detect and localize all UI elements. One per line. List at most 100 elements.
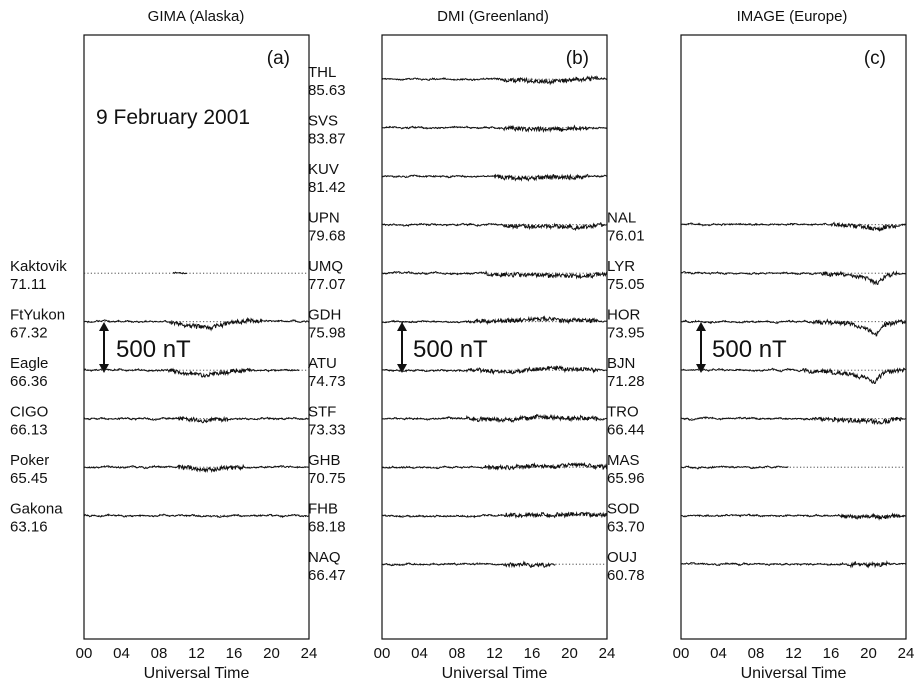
- panel-b-xtick: 20: [561, 645, 578, 662]
- panel-b-xtick: 04: [411, 645, 428, 662]
- station-latitude: 67.32: [10, 325, 48, 342]
- station-latitude: 66.36: [10, 373, 48, 390]
- panel-c-label: (c): [864, 48, 886, 69]
- station-latitude: 85.63: [308, 82, 346, 99]
- panel-b-xtick: 12: [486, 645, 503, 662]
- panel-c-xlabel: Universal Time: [741, 665, 847, 682]
- panel-a-label: (a): [267, 48, 290, 69]
- panel-a-xlabel: Universal Time: [144, 665, 250, 682]
- station-name: HOR: [607, 307, 641, 324]
- panel-b-label: (b): [566, 48, 589, 69]
- station-name: FtYukon: [10, 307, 65, 324]
- trace-naq: [381, 560, 556, 569]
- trace-svs: [382, 124, 608, 134]
- panel-c-xtick: 00: [673, 645, 690, 662]
- station-name: MAS: [607, 452, 640, 469]
- scale-bar-c-bottom-arrow: [696, 364, 706, 373]
- panel-b-scale-bar: 500 nT: [397, 322, 488, 373]
- panel-c-xtick: 16: [823, 645, 840, 662]
- trace-ouj: [680, 559, 907, 569]
- scale-bar-b-label: 500 nT: [413, 336, 488, 363]
- panel-a-xtick: 24: [301, 645, 318, 662]
- station-latitude: 83.87: [308, 131, 346, 148]
- panel-a-scale-bar: 500 nT: [99, 322, 191, 373]
- station-name: TRO: [607, 404, 639, 421]
- station-name: SOD: [607, 501, 640, 518]
- station-latitude: 79.68: [308, 228, 346, 245]
- scale-bar-c-top-arrow: [696, 322, 706, 331]
- panel-b-xlabel: Universal Time: [442, 665, 548, 682]
- trace-ghb: [381, 461, 608, 471]
- panel-a-traces: Kaktovik71.11FtYukon67.32Eagle66.36CIGO6…: [10, 258, 310, 536]
- station-latitude: 74.73: [308, 373, 346, 390]
- station-name: Gakona: [10, 501, 63, 518]
- panel-c-xtick: 12: [785, 645, 802, 662]
- scale-bar-a-top-arrow: [99, 322, 109, 331]
- trace-upn: [381, 221, 608, 232]
- trace-poker: [83, 463, 310, 473]
- trace-nal: [680, 221, 906, 232]
- trace-atu: [381, 365, 608, 376]
- panel-b-title: DMI (Greenland): [437, 8, 549, 25]
- station-latitude: 66.13: [10, 422, 48, 439]
- trace-stf: [382, 413, 608, 424]
- station-name: SVS: [308, 113, 338, 130]
- panel-a-xtick: 00: [76, 645, 93, 662]
- trace-cigo: [83, 415, 310, 424]
- station-latitude: 76.01: [607, 228, 645, 245]
- scale-bar-b-bottom-arrow: [397, 364, 407, 373]
- station-name: CIGO: [10, 404, 48, 421]
- panel-a-xtick: 12: [188, 645, 205, 662]
- station-name: FHB: [308, 501, 338, 518]
- panel-c-xtick: 20: [860, 645, 877, 662]
- panel-a-xtick: 20: [263, 645, 280, 662]
- trace-sod: [680, 512, 907, 521]
- station-latitude: 65.96: [607, 470, 645, 487]
- station-name: STF: [308, 404, 336, 421]
- trace-tro: [680, 416, 907, 426]
- panel-a-frame: [83, 34, 310, 640]
- station-name: OUJ: [607, 549, 637, 566]
- trace-kuv: [381, 173, 608, 182]
- scale-bar-a-label: 500 nT: [116, 336, 191, 363]
- panel-c-xtick: 24: [898, 645, 915, 662]
- trace-gdh: [381, 315, 608, 326]
- panel-a-xtick: 08: [151, 645, 168, 662]
- panel-a-xtick: 16: [226, 645, 243, 662]
- scale-bar-a-bottom-arrow: [99, 364, 109, 373]
- trace-eagle: [83, 367, 300, 378]
- panel-c-frame: [680, 34, 907, 640]
- panel-b-frame: [381, 34, 608, 640]
- station-name: GDH: [308, 307, 341, 324]
- station-latitude: 63.70: [607, 519, 645, 536]
- station-name: KUV: [308, 161, 339, 178]
- station-latitude: 71.28: [607, 373, 645, 390]
- trace-kaktovik: [172, 271, 188, 275]
- station-name: THL: [308, 64, 336, 81]
- station-name: GHB: [308, 452, 341, 469]
- station-name: Poker: [10, 452, 49, 469]
- station-name: UPN: [308, 210, 340, 227]
- station-latitude: 73.33: [308, 422, 346, 439]
- station-latitude: 70.75: [308, 470, 346, 487]
- panel-b-x-axis: 00 04 08 12 16 20 24 Universal Time: [374, 645, 616, 682]
- panel-c-x-axis: 00 04 08 12 16 20 24 Universal Time: [673, 645, 915, 682]
- station-latitude: 71.11: [10, 276, 46, 293]
- scale-bar-c-label: 500 nT: [712, 336, 787, 363]
- station-latitude: 77.07: [308, 276, 346, 293]
- panel-a-xtick: 04: [113, 645, 130, 662]
- trace-fhb: [381, 510, 608, 519]
- station-name: UMQ: [308, 258, 343, 275]
- trace-mas: [680, 465, 789, 470]
- station-name: BJN: [607, 355, 635, 372]
- panel-c-scale-bar: 500 nT: [696, 322, 787, 373]
- station-name: NAL: [607, 210, 636, 227]
- station-latitude: 65.45: [10, 470, 48, 487]
- panel-b-xtick: 24: [599, 645, 616, 662]
- panel-a: GIMA (Alaska) (a) 9 February 2001 500 nT…: [10, 8, 317, 682]
- trace-thl: [381, 75, 608, 86]
